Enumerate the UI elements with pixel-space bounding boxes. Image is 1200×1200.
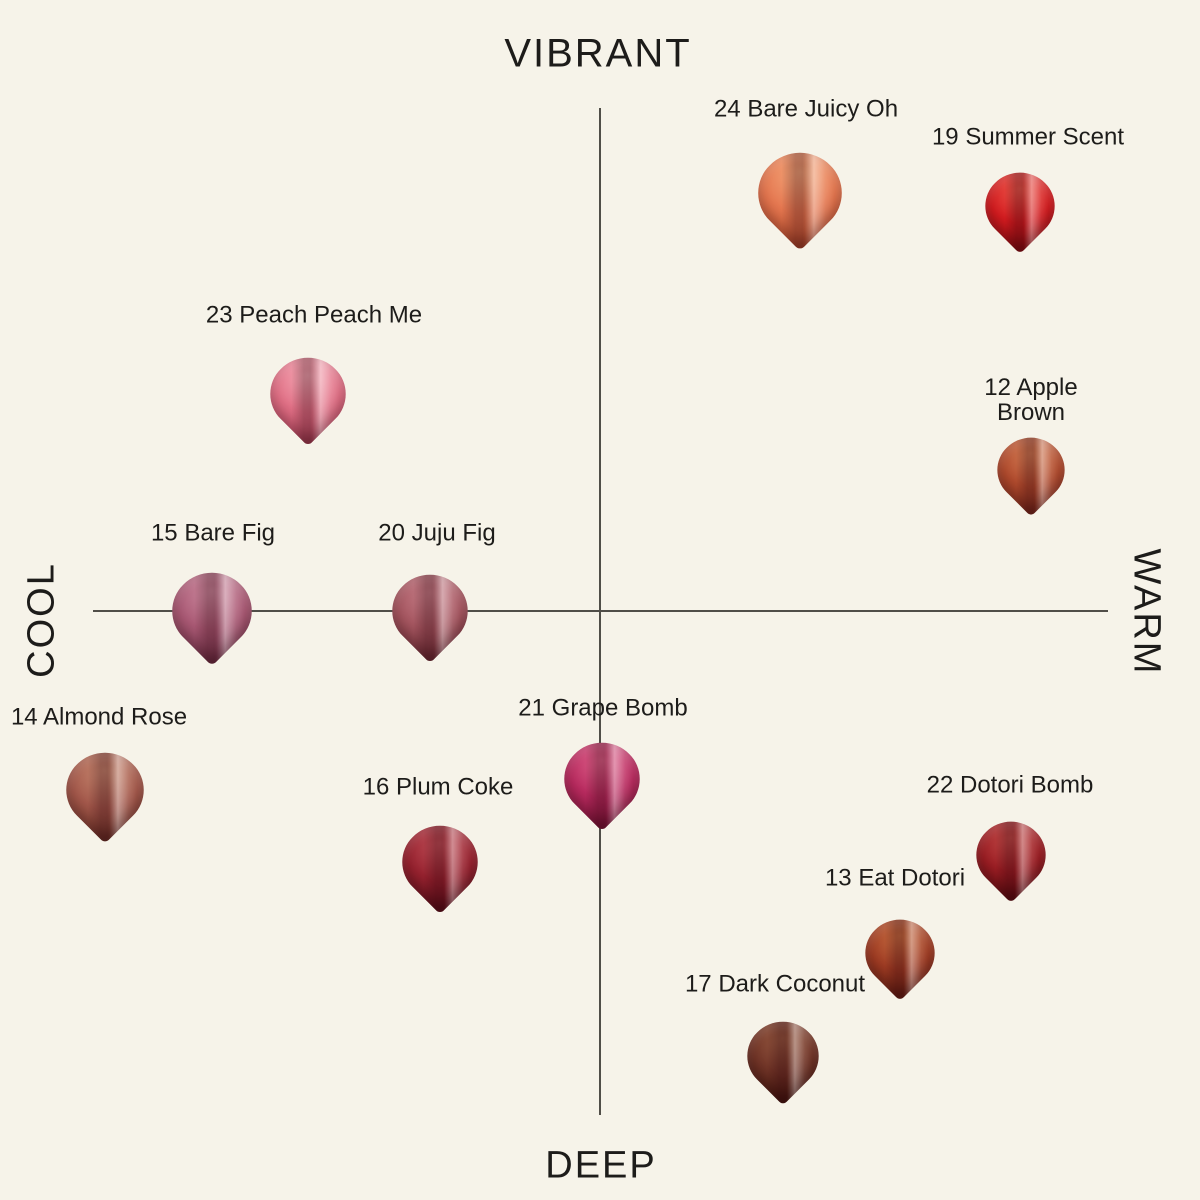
- shade-label-17: 17 Dark Coconut: [685, 971, 865, 996]
- axis-label-vibrant: VIBRANT: [504, 31, 692, 76]
- shade-label-line: 17 Dark Coconut: [684, 970, 866, 998]
- swatch-blob-13: [851, 904, 949, 1002]
- shade-label-21: 21 Grape Bomb: [518, 695, 687, 720]
- swatch-blob-17: [733, 1006, 833, 1106]
- shade-label-line: 20 Juju Fig: [378, 519, 496, 547]
- shade-label-line: Brown: [996, 399, 1066, 426]
- shade-label-line: 12 Apple: [984, 373, 1078, 401]
- shade-label-line: 21 Grape Bomb: [518, 694, 688, 722]
- shade-label-line: 14 Almond Rose: [10, 703, 188, 731]
- shade-label-line: 19 Summer Scent: [931, 123, 1125, 151]
- swatch-blob-22: [962, 806, 1060, 904]
- shade-label-19: 19 Summer Scent: [932, 124, 1124, 149]
- swatch-blob-15: [156, 555, 268, 667]
- axis-label-warm: WARM: [1125, 548, 1168, 676]
- shade-label-line: 13 Eat Dotori: [824, 864, 966, 892]
- swatch-blob-21: [549, 726, 655, 832]
- vertical-axis-line: [599, 108, 601, 1115]
- shade-label-20: 20 Juju Fig: [378, 520, 495, 545]
- shade-label-13: 13 Eat Dotori: [825, 865, 965, 890]
- shade-label-24: 24 Bare Juicy Oh: [714, 96, 898, 121]
- axis-label-cool: COOL: [20, 562, 63, 678]
- shade-label-15: 15 Bare Fig: [151, 520, 275, 545]
- shade-label-14: 14 Almond Rose: [11, 704, 187, 729]
- swatch-blob-20: [377, 558, 483, 664]
- shade-label-12: 12 Apple Brown: [984, 373, 1078, 426]
- swatch-blob-16: [387, 809, 493, 915]
- swatch-blob-23: [255, 341, 361, 447]
- swatch-blob-24: [742, 135, 858, 251]
- swatch-blob-12: [984, 423, 1078, 517]
- shade-label-line: 23 Peach Peach Me: [205, 301, 423, 329]
- swatch-blob-14: [51, 736, 159, 844]
- shade-label-23: 23 Peach Peach Me: [206, 302, 422, 327]
- shade-label-line: 22 Dotori Bomb: [926, 771, 1094, 799]
- shade-label-22: 22 Dotori Bomb: [927, 772, 1094, 797]
- shade-label-16: 16 Plum Coke: [363, 774, 514, 799]
- axis-label-deep: DEEP: [545, 1144, 657, 1187]
- swatch-blob-19: [971, 157, 1069, 255]
- shade-label-line: 24 Bare Juicy Oh: [713, 95, 899, 123]
- shade-label-line: 16 Plum Coke: [362, 773, 514, 801]
- shade-label-line: 15 Bare Fig: [150, 519, 276, 547]
